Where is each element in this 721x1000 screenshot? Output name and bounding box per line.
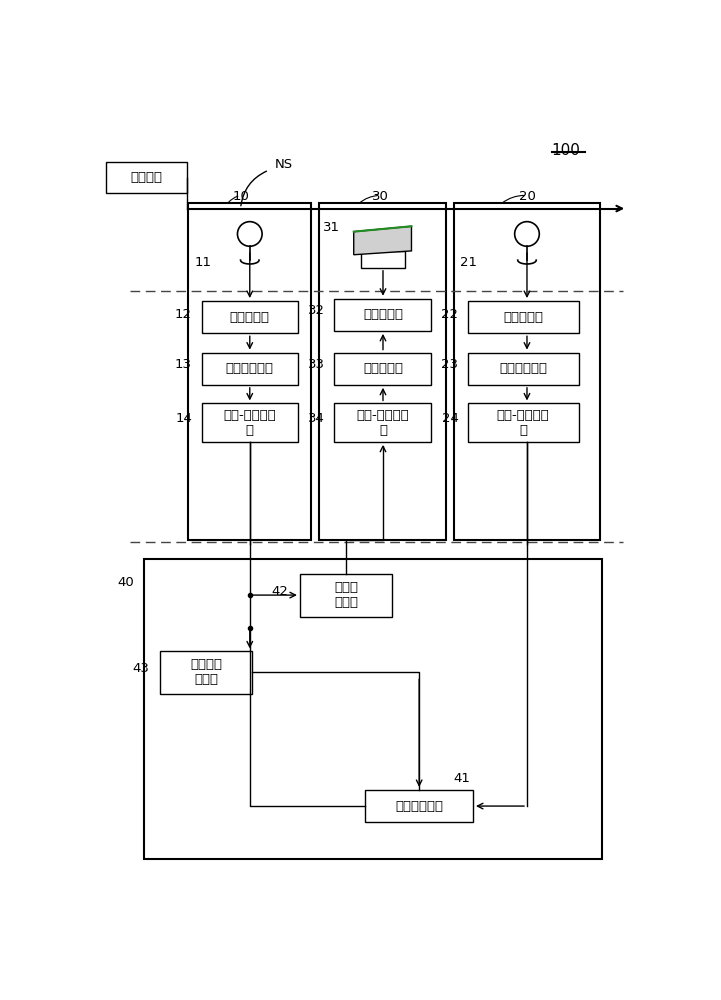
Bar xyxy=(202,301,298,333)
Text: 自适应运算器: 自适应运算器 xyxy=(395,800,443,813)
Text: 21: 21 xyxy=(460,256,477,269)
Bar xyxy=(319,203,446,540)
Text: 模拟-数字转换
器: 模拟-数字转换 器 xyxy=(497,409,549,437)
Circle shape xyxy=(515,222,539,246)
Bar xyxy=(300,574,392,617)
Text: 24: 24 xyxy=(441,412,459,425)
Text: 抗混迭滤波器: 抗混迭滤波器 xyxy=(226,362,274,375)
Bar xyxy=(468,301,578,333)
Text: 次级路径
滤波器: 次级路径 滤波器 xyxy=(190,658,222,686)
Bar xyxy=(468,353,578,385)
Bar xyxy=(454,203,600,540)
Text: 12: 12 xyxy=(175,308,192,321)
Text: 数字-模拟转换
器: 数字-模拟转换 器 xyxy=(357,409,410,437)
Bar xyxy=(106,162,187,193)
Bar xyxy=(366,790,473,822)
Bar xyxy=(335,299,431,331)
Text: 抗混迭滤波器: 抗混迭滤波器 xyxy=(499,362,547,375)
Text: 43: 43 xyxy=(133,662,150,675)
Text: 30: 30 xyxy=(372,190,389,204)
Bar xyxy=(159,651,252,694)
Text: 前置放大器: 前置放大器 xyxy=(503,311,543,324)
Bar xyxy=(361,251,405,268)
Bar xyxy=(144,559,603,859)
Bar xyxy=(335,353,431,385)
Bar xyxy=(468,403,578,442)
Text: NS: NS xyxy=(275,158,293,171)
Text: 20: 20 xyxy=(518,190,536,204)
Polygon shape xyxy=(354,226,412,255)
Text: 重建滤波器: 重建滤波器 xyxy=(363,362,403,375)
Text: 42: 42 xyxy=(271,585,288,598)
Text: 23: 23 xyxy=(441,358,459,371)
Bar xyxy=(188,203,311,540)
Text: 环境噪声: 环境噪声 xyxy=(131,171,162,184)
Text: 11: 11 xyxy=(195,256,211,269)
Circle shape xyxy=(237,222,262,246)
Text: 13: 13 xyxy=(175,358,192,371)
Text: 41: 41 xyxy=(454,772,471,785)
Text: 34: 34 xyxy=(309,412,325,425)
Bar xyxy=(202,403,298,442)
Text: 32: 32 xyxy=(309,304,325,317)
Bar xyxy=(202,353,298,385)
Text: 100: 100 xyxy=(552,143,580,158)
Text: 双二阶
滤波器: 双二阶 滤波器 xyxy=(334,581,358,609)
Text: 22: 22 xyxy=(441,308,459,321)
Text: 33: 33 xyxy=(309,358,325,371)
Bar xyxy=(335,403,431,442)
Text: 功率放大器: 功率放大器 xyxy=(363,308,403,321)
Text: 模拟-数字转换
器: 模拟-数字转换 器 xyxy=(224,409,276,437)
Text: 14: 14 xyxy=(175,412,192,425)
Text: 10: 10 xyxy=(232,190,249,204)
Text: 31: 31 xyxy=(323,221,340,234)
Text: 40: 40 xyxy=(118,576,134,588)
Text: 前置放大器: 前置放大器 xyxy=(230,311,270,324)
